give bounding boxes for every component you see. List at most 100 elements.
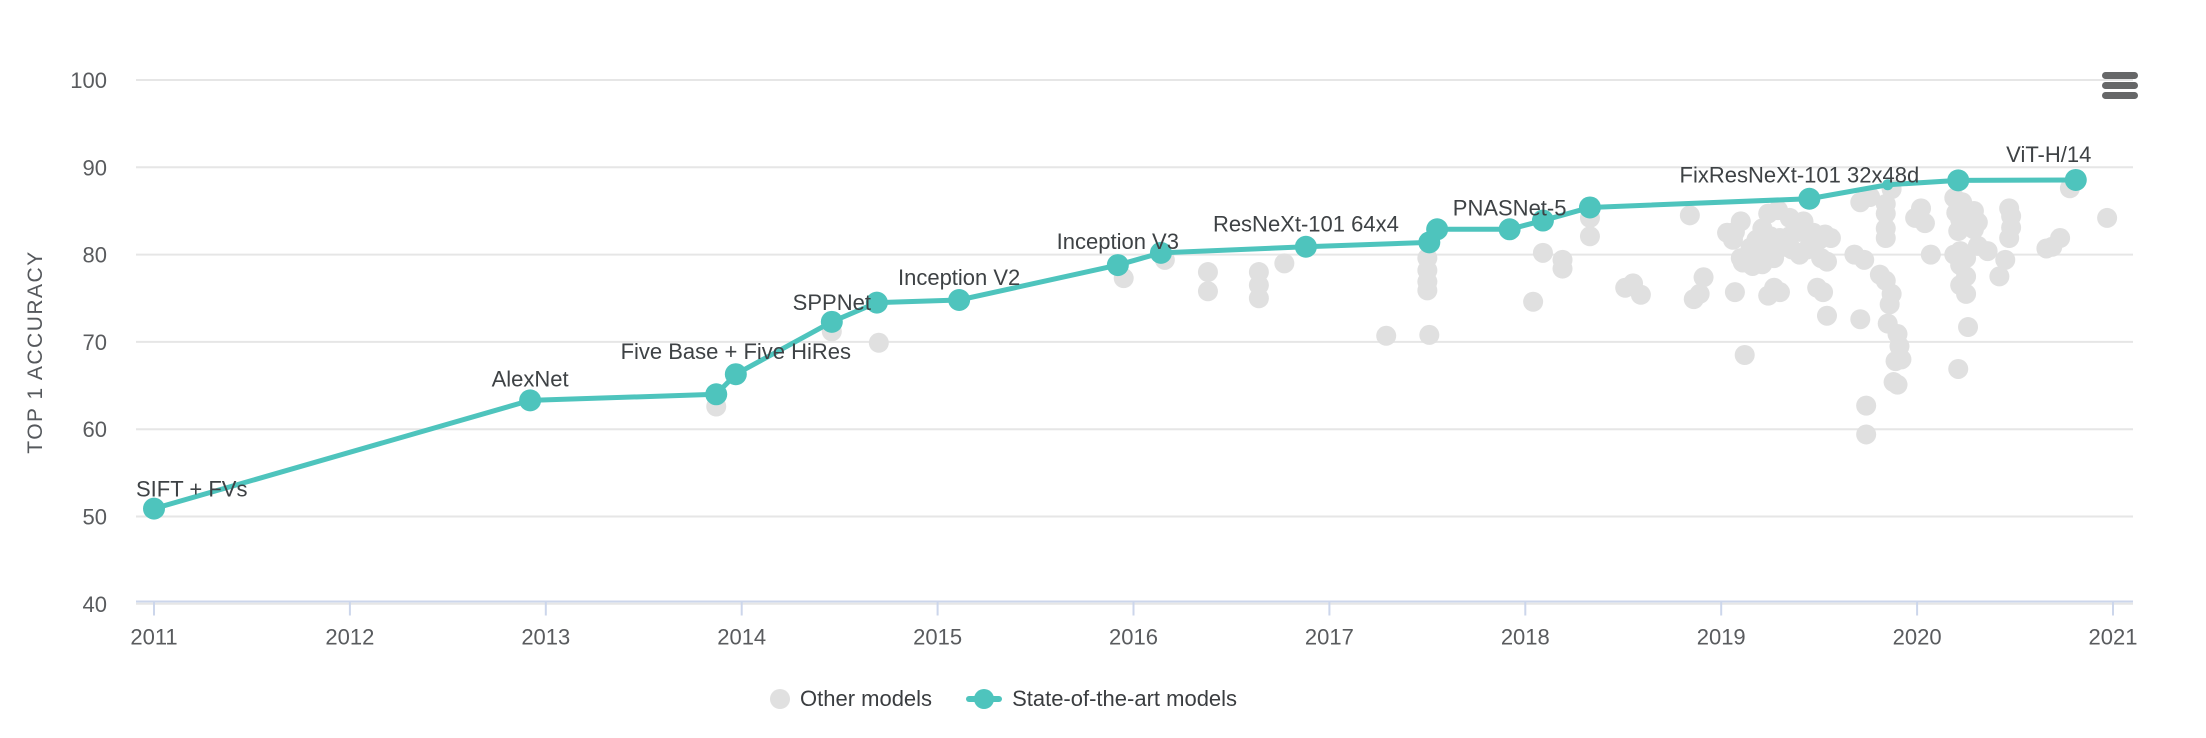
x-tick-label: 2014 xyxy=(717,625,766,650)
sota-point[interactable] xyxy=(1882,179,1894,191)
chart-menu-button[interactable] xyxy=(2100,64,2144,106)
sota-point-label: Inception V2 xyxy=(898,265,1020,290)
sota-point-label: Five Base + Five HiRes xyxy=(621,339,851,364)
other-model-point[interactable] xyxy=(1724,282,1745,303)
sota-point[interactable] xyxy=(705,383,728,406)
other-model-point[interactable] xyxy=(868,332,889,353)
other-model-point[interactable] xyxy=(1977,241,1998,262)
other-model-point[interactable] xyxy=(1856,395,1877,416)
x-tick-label: 2015 xyxy=(913,625,962,650)
sota-point[interactable] xyxy=(519,389,542,412)
sota-point[interactable] xyxy=(1798,187,1821,210)
sota-point[interactable] xyxy=(1498,218,1521,241)
other-models-marker-icon xyxy=(770,689,790,709)
other-model-point[interactable] xyxy=(1816,305,1837,326)
other-model-point[interactable] xyxy=(2050,228,2071,249)
sota-point-label: Inception V3 xyxy=(1057,229,1179,254)
legend-item-sota-models[interactable]: State-of-the-art models xyxy=(966,686,1237,712)
other-model-point[interactable] xyxy=(1274,253,1295,274)
x-tick-label: 2011 xyxy=(130,625,177,650)
other-model-point[interactable] xyxy=(1920,244,1941,265)
sota-point-label: PNASNet-5 xyxy=(1453,195,1567,220)
other-model-point[interactable] xyxy=(1813,282,1834,303)
other-model-point[interactable] xyxy=(1820,228,1841,249)
y-tick-label: 100 xyxy=(70,68,107,93)
other-model-point[interactable] xyxy=(1734,344,1755,365)
other-model-point[interactable] xyxy=(1995,249,2016,270)
y-tick-label: 90 xyxy=(83,155,107,180)
other-model-point[interactable] xyxy=(1417,280,1438,301)
other-model-point[interactable] xyxy=(1958,317,1979,338)
hamburger-icon xyxy=(2102,71,2138,79)
other-model-point[interactable] xyxy=(1887,374,1908,395)
x-tick-label: 2020 xyxy=(1893,625,1942,650)
sota-point[interactable] xyxy=(948,288,971,311)
legend-item-other-models[interactable]: Other models xyxy=(770,686,932,712)
other-model-point[interactable] xyxy=(1956,283,1977,304)
other-model-point[interactable] xyxy=(1523,291,1544,312)
x-tick-label: 2019 xyxy=(1697,625,1746,650)
y-tick-label: 60 xyxy=(83,417,107,442)
other-model-point[interactable] xyxy=(1248,288,1269,309)
other-model-point[interactable] xyxy=(1967,212,1988,233)
other-model-point[interactable] xyxy=(2001,217,2022,238)
x-tick-label: 2012 xyxy=(325,625,374,650)
sota-point[interactable] xyxy=(724,363,747,386)
sota-point[interactable] xyxy=(2064,168,2087,191)
other-model-point[interactable] xyxy=(1948,358,1969,379)
x-tick-label: 2017 xyxy=(1305,625,1354,650)
sota-point[interactable] xyxy=(820,310,843,333)
sota-point-label: FixResNeXt-101 32x48d xyxy=(1680,163,1920,188)
other-model-point[interactable] xyxy=(1956,266,1977,287)
sota-point-label: ResNeXt-101 64x4 xyxy=(1213,212,1399,237)
other-model-point[interactable] xyxy=(1891,349,1912,370)
sota-point-label: AlexNet xyxy=(492,366,569,391)
other-model-point[interactable] xyxy=(1816,251,1837,272)
other-model-point[interactable] xyxy=(1769,282,1790,303)
y-tick-label: 50 xyxy=(83,505,107,530)
other-model-point[interactable] xyxy=(1914,213,1935,234)
y-tick-label: 40 xyxy=(83,592,107,617)
legend-label-other: Other models xyxy=(800,686,933,711)
sota-point[interactable] xyxy=(1578,196,1601,219)
other-model-point[interactable] xyxy=(1552,258,1573,279)
x-tick-label: 2016 xyxy=(1109,625,1158,650)
other-model-point[interactable] xyxy=(1875,228,1896,249)
other-model-point[interactable] xyxy=(2097,207,2118,228)
x-tick-label: 2018 xyxy=(1501,625,1550,650)
other-model-point[interactable] xyxy=(1881,283,1902,304)
other-model-point[interactable] xyxy=(1679,205,1700,226)
sota-point[interactable] xyxy=(1294,235,1317,258)
other-model-point[interactable] xyxy=(1989,266,2010,287)
sota-point-label: SPPNet xyxy=(793,290,871,315)
sota-point[interactable] xyxy=(1426,218,1449,241)
other-model-point[interactable] xyxy=(1860,186,1881,207)
other-model-point[interactable] xyxy=(1579,226,1600,247)
x-tick-label: 2013 xyxy=(521,625,570,650)
sota-point[interactable] xyxy=(1149,241,1172,264)
sota-point[interactable] xyxy=(1106,254,1129,277)
other-model-point[interactable] xyxy=(1850,309,1871,330)
sota-point-label: SIFT + FVs xyxy=(136,477,247,502)
other-model-point[interactable] xyxy=(1689,283,1710,304)
legend-label-sota: State-of-the-art models xyxy=(1012,686,1238,711)
other-model-point[interactable] xyxy=(1532,242,1553,263)
other-model-point[interactable] xyxy=(1856,424,1877,445)
other-model-point[interactable] xyxy=(1875,203,1896,224)
sota-point[interactable] xyxy=(1947,169,1970,192)
other-model-point[interactable] xyxy=(1376,325,1397,346)
other-model-point[interactable] xyxy=(1419,324,1440,345)
other-model-point[interactable] xyxy=(1197,262,1218,283)
sota-point[interactable] xyxy=(1531,209,1554,232)
sota-point[interactable] xyxy=(865,291,888,314)
other-model-point[interactable] xyxy=(1197,281,1218,302)
hamburger-icon xyxy=(2102,81,2138,89)
y-axis-title: TOP 1 ACCURACY xyxy=(24,250,47,454)
other-model-point[interactable] xyxy=(1854,249,1875,270)
other-model-point[interactable] xyxy=(1730,211,1751,232)
sota-point[interactable] xyxy=(143,497,165,520)
other-model-point[interactable] xyxy=(1630,284,1651,305)
other-model-point[interactable] xyxy=(1693,267,1714,288)
